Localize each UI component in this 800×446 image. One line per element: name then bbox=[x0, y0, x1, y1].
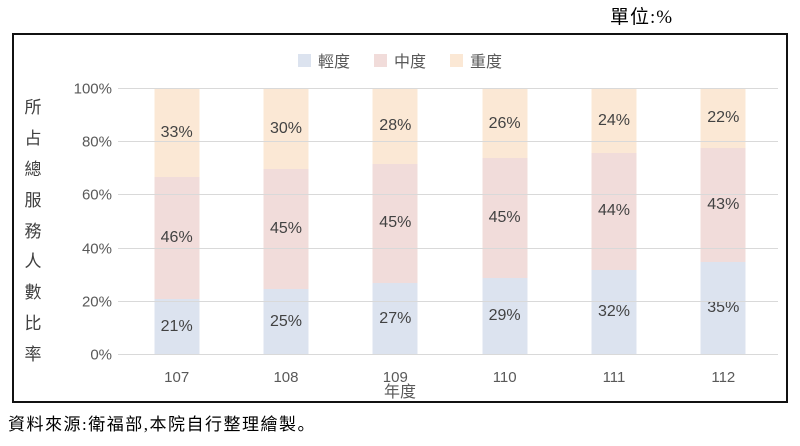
bar-slot-110: 29% 45% 26% bbox=[450, 89, 559, 355]
legend: 輕度 中度 重度 bbox=[14, 48, 786, 72]
y-axis-title-char: 總 bbox=[24, 159, 42, 179]
bar-segment-重度-112: 22% bbox=[700, 89, 746, 148]
y-axis-tick-label: 0% bbox=[90, 346, 112, 364]
bars-container: 21% 46% 33% 25% 45% 30% 27% 45% 28% 29% 45% 26% 32% 4… bbox=[122, 89, 778, 355]
y-axis-tick-label: 20% bbox=[81, 293, 112, 311]
bar-segment-label: 35% bbox=[707, 299, 740, 317]
bar-segment-label: 43% bbox=[707, 195, 740, 213]
legend-swatch bbox=[373, 53, 387, 67]
bar-slot-107: 21% 46% 33% bbox=[122, 89, 231, 355]
x-axis-tick-label-111: 111 bbox=[602, 369, 626, 386]
gridline bbox=[118, 88, 778, 89]
gridline bbox=[118, 194, 778, 196]
bar-segment-中度-111: 44% bbox=[591, 152, 637, 270]
y-axis-title-char: 所 bbox=[24, 98, 42, 117]
bar-segment-重度-110: 26% bbox=[482, 89, 528, 159]
gridline bbox=[118, 141, 778, 143]
bar-segment-label: 22% bbox=[707, 109, 740, 127]
legend-item-輕度: 輕度 bbox=[297, 48, 350, 72]
legend-label: 中度 bbox=[393, 54, 426, 71]
bar-109: 27% 45% 28% bbox=[372, 89, 418, 355]
bar-segment-label: 45% bbox=[488, 209, 521, 227]
bar-segment-中度-108: 45% bbox=[263, 168, 309, 289]
y-axis-tick-label: 60% bbox=[81, 186, 112, 204]
y-axis-title-char: 務 bbox=[24, 221, 42, 241]
bar-segment-輕度-107: 21% bbox=[154, 299, 200, 355]
bar-segment-label: 21% bbox=[160, 318, 193, 336]
bar-segment-重度-109: 28% bbox=[372, 89, 418, 164]
y-axis-tick-labels: 0% 20% 40% 60% 80% 100% bbox=[60, 81, 112, 364]
chart-frame: 輕度 中度 重度 所占總服務人數比率 0% 20% 40% 60% 80% 100% 21% 4… bbox=[12, 33, 788, 403]
y-axis-title-char: 比 bbox=[24, 314, 42, 334]
bar-segment-label: 32% bbox=[597, 303, 630, 321]
gridline bbox=[118, 354, 778, 355]
bar-segment-中度-109: 45% bbox=[372, 163, 418, 284]
bar-segment-label: 46% bbox=[160, 228, 193, 246]
bar-segment-label: 33% bbox=[160, 123, 193, 141]
bar-segment-中度-112: 43% bbox=[700, 147, 746, 262]
y-axis-tick-label: 100% bbox=[73, 80, 112, 98]
unit-label: 單位:% bbox=[610, 7, 674, 28]
bar-slot-112: 35% 43% 22% bbox=[669, 89, 778, 355]
bar-segment-label: 28% bbox=[379, 117, 412, 135]
bar-segment-label: 25% bbox=[269, 312, 302, 330]
bar-segment-輕度-108: 25% bbox=[263, 288, 309, 355]
y-axis-title: 所占總服務人數比率 bbox=[22, 93, 44, 365]
plot-area: 21% 46% 33% 25% 45% 30% 27% 45% 28% 29% 45% 26% 32% 4… bbox=[118, 88, 778, 355]
y-axis-tick-label: 80% bbox=[81, 133, 112, 151]
bar-segment-label: 44% bbox=[597, 202, 630, 220]
bar-segment-label: 29% bbox=[488, 307, 521, 325]
x-axis-tick-label-112: 112 bbox=[711, 369, 736, 386]
bar-segment-重度-111: 24% bbox=[591, 89, 637, 153]
legend-label: 重度 bbox=[470, 54, 503, 71]
x-axis-tick-label-109: 109 bbox=[382, 369, 408, 386]
bar-segment-輕度-111: 32% bbox=[591, 269, 637, 355]
bar-segment-重度-107: 33% bbox=[154, 89, 200, 177]
legend-swatch bbox=[450, 53, 463, 67]
bar-111: 32% 44% 24% bbox=[591, 89, 637, 355]
bar-segment-label: 45% bbox=[269, 219, 302, 237]
y-axis-title-char: 率 bbox=[24, 345, 42, 364]
y-axis-title-char: 占 bbox=[24, 128, 42, 148]
y-axis-title-char: 服 bbox=[24, 190, 42, 210]
bar-107: 21% 46% 33% bbox=[154, 89, 200, 355]
bar-110: 29% 45% 26% bbox=[482, 89, 528, 355]
bar-segment-label: 45% bbox=[379, 214, 412, 232]
legend-label: 輕度 bbox=[317, 54, 350, 71]
bar-segment-輕度-109: 27% bbox=[372, 283, 418, 355]
bar-slot-111: 32% 44% 24% bbox=[559, 89, 668, 355]
x-axis-tick-label-108: 108 bbox=[273, 369, 299, 386]
x-axis-tick-label-110: 110 bbox=[492, 369, 517, 386]
y-axis-title-char: 數 bbox=[24, 283, 42, 303]
bar-segment-重度-108: 30% bbox=[263, 89, 309, 169]
bar-segment-輕度-112: 35% bbox=[700, 261, 746, 355]
bar-slot-108: 25% 45% 30% bbox=[231, 89, 340, 355]
bar-slot-109: 27% 45% 28% bbox=[341, 89, 450, 355]
bar-segment-中度-110: 45% bbox=[482, 158, 528, 278]
bar-112: 35% 43% 22% bbox=[700, 89, 746, 355]
bar-segment-label: 30% bbox=[269, 119, 302, 137]
bar-108: 25% 45% 30% bbox=[263, 89, 309, 355]
x-axis-tick-labels: 107 108 109 110 111 112 bbox=[122, 369, 778, 386]
y-axis-tick-label: 40% bbox=[81, 240, 112, 258]
legend-item-中度: 中度 bbox=[373, 48, 426, 72]
bar-segment-label: 26% bbox=[488, 114, 521, 132]
source-note: 資料來源:衛福部,本院自行整理繪製。 bbox=[8, 415, 316, 434]
bar-segment-輕度-110: 29% bbox=[482, 277, 528, 355]
legend-item-重度: 重度 bbox=[450, 48, 502, 72]
bar-segment-label: 24% bbox=[597, 111, 630, 129]
y-axis-title-char: 人 bbox=[24, 252, 42, 272]
bar-segment-label: 27% bbox=[379, 310, 412, 328]
gridline bbox=[118, 300, 778, 302]
legend-swatch bbox=[297, 53, 311, 67]
x-axis-title: 年度 bbox=[383, 384, 417, 401]
bar-segment-中度-107: 46% bbox=[154, 176, 200, 300]
x-axis-tick-label-107: 107 bbox=[164, 369, 190, 386]
gridline bbox=[118, 247, 778, 249]
